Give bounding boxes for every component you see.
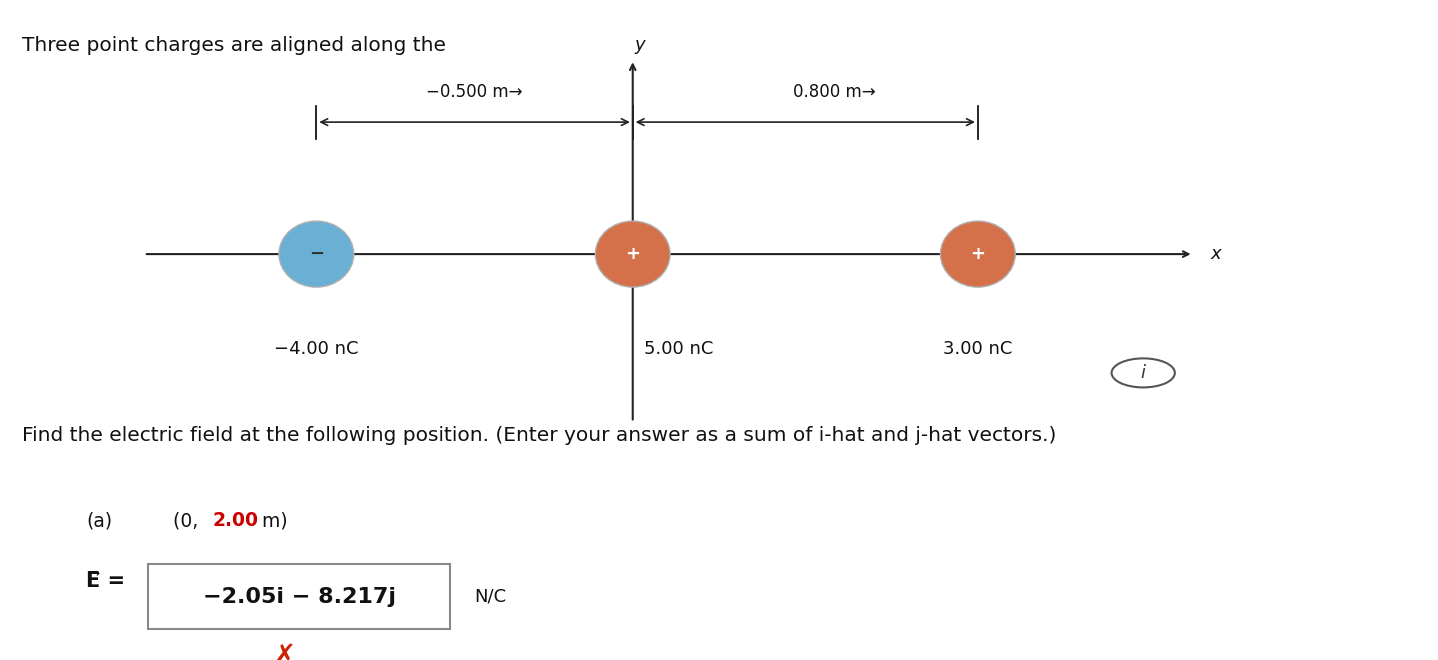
Text: N/C: N/C bbox=[475, 587, 506, 606]
Circle shape bbox=[1112, 358, 1175, 387]
Text: i: i bbox=[1140, 364, 1146, 382]
Text: E⃗ =: E⃗ = bbox=[86, 571, 125, 591]
Text: ✗: ✗ bbox=[273, 642, 296, 660]
Text: (0,: (0, bbox=[173, 512, 204, 531]
Text: 2.00: 2.00 bbox=[213, 512, 259, 531]
Text: m): m) bbox=[256, 512, 288, 531]
Text: x: x bbox=[1211, 245, 1221, 263]
Text: 0.800 m→: 0.800 m→ bbox=[792, 83, 876, 101]
Text: 3.00 nC: 3.00 nC bbox=[943, 340, 1012, 358]
Text: Three point charges are aligned along the: Three point charges are aligned along th… bbox=[22, 36, 452, 55]
Ellipse shape bbox=[279, 221, 354, 287]
Text: −4.00 nC: −4.00 nC bbox=[275, 340, 358, 358]
Text: −0.500 m→: −0.500 m→ bbox=[426, 83, 523, 101]
Text: (a): (a) bbox=[86, 512, 112, 531]
Text: +: + bbox=[971, 245, 985, 263]
Ellipse shape bbox=[595, 221, 670, 287]
FancyBboxPatch shape bbox=[148, 564, 450, 629]
Text: y: y bbox=[634, 36, 646, 53]
Text: 5.00 nC: 5.00 nC bbox=[644, 340, 713, 358]
Text: +: + bbox=[626, 245, 640, 263]
Text: Find the electric field at the following position. (Enter your answer as a sum o: Find the electric field at the following… bbox=[22, 426, 1055, 445]
Text: −2.05i − 8.217j: −2.05i − 8.217j bbox=[203, 587, 395, 607]
Ellipse shape bbox=[940, 221, 1015, 287]
Text: −: − bbox=[309, 245, 324, 263]
